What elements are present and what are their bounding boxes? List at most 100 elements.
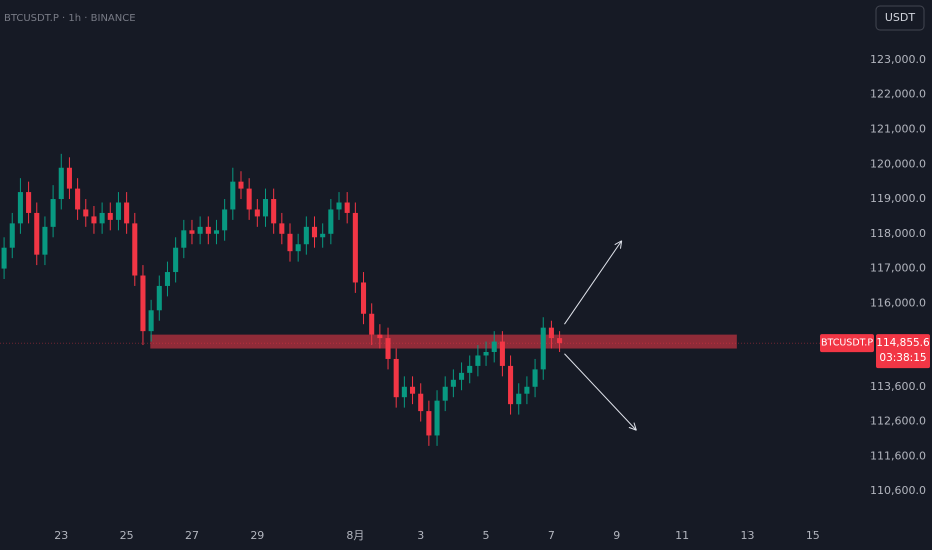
x-tick-label: 11 [675,529,689,542]
candle-body [450,379,456,387]
candle-body [124,202,130,224]
candle-body [115,202,121,220]
candle-body [189,230,195,234]
candle-body [254,209,260,217]
candle-body [540,327,546,370]
candle-body [426,411,432,436]
candle-body [483,352,489,356]
candle-body [303,226,309,245]
candle-body [548,327,554,339]
candle-body [311,226,318,238]
candle-body [246,188,252,210]
y-tick-label: 121,000.0 [870,123,926,136]
candle-body [213,230,220,234]
candle-body [352,212,358,283]
candle-body [401,386,407,398]
y-tick-label: 122,000.0 [870,88,926,101]
y-tick-label: 119,000.0 [870,192,926,205]
candle-body [42,226,48,255]
candle-body [360,282,367,314]
candle-body [320,233,326,238]
candle-body [197,226,203,234]
arrow-head [614,240,622,246]
arrow-head [633,422,637,431]
candle-body [442,386,448,401]
candle-body [475,355,481,366]
price-tag-label: 114,855.6 [876,337,930,349]
candle-body [336,202,342,210]
candle-body [173,247,179,273]
x-tick-label: 9 [613,529,620,542]
candle-body [532,369,538,387]
countdown: 03:38:15 [879,352,926,364]
y-tick-label: 120,000.0 [870,157,926,170]
price-tag [876,334,930,369]
candle-body [83,209,89,217]
candle-body [99,212,105,224]
candle-body [26,192,32,213]
candle-body [434,400,440,436]
candle-body [107,212,113,220]
candle-body [262,199,269,217]
candle-body [344,202,350,213]
candle-body [467,365,473,373]
candle-body [279,223,285,234]
candle-body [91,216,97,224]
candle-body [17,192,23,224]
candle-body [66,167,72,189]
candle-body [181,230,187,248]
y-tick-label: 113,600.0 [870,380,926,393]
candle-body [271,199,277,224]
candle-body [156,285,162,311]
y-tick-label: 117,000.0 [870,262,926,275]
x-tick-label: 7 [548,529,555,542]
currency-button[interactable] [875,5,925,31]
y-tick-label: 123,000.0 [870,53,926,66]
projection-arrow [564,353,637,431]
y-tick-label: 116,000.0 [870,296,926,309]
candle-body [295,244,301,252]
candle-body [205,226,211,234]
candle-body [516,393,522,405]
candle-body [222,209,228,231]
candle-body [459,372,465,380]
y-tick-label: 110,600.0 [870,484,926,497]
currency-button-label[interactable]: USDT [885,11,916,24]
candle-body [410,386,416,394]
y-tick-label: 111,600.0 [870,449,926,462]
candle-body [377,334,383,339]
candle-body [148,310,154,332]
x-tick-label: 8月 [346,529,364,542]
x-tick-label: 5 [483,529,490,542]
x-tick-label: 29 [250,529,264,542]
candle-body [557,338,563,344]
candle-body [524,386,530,394]
candle-body [75,188,81,210]
candle-body [34,212,40,255]
x-tick-label: 25 [120,529,134,542]
candle-body [499,341,505,366]
candle-body [238,181,244,189]
candle-body [230,181,236,210]
candle-body [1,247,7,269]
candle-body [50,199,56,227]
x-tick-label: 23 [54,529,68,542]
candle-body [418,393,424,412]
candle-body [491,341,497,353]
candle-body [287,233,293,252]
symbol-tag-label: BTCUSDT.P [821,338,873,349]
candle-body [132,223,138,276]
candle-body [140,275,146,332]
symbol-tag [820,334,874,353]
symbol-header: BTCUSDT.P · 1h · BINANCE [4,13,136,24]
arrow-head [628,426,637,431]
x-tick-label: 13 [740,529,754,542]
candle-body [328,209,334,234]
x-tick-label: 15 [806,529,820,542]
candle-body [164,272,170,286]
arrow-head [619,240,623,249]
candle-body [58,167,64,200]
